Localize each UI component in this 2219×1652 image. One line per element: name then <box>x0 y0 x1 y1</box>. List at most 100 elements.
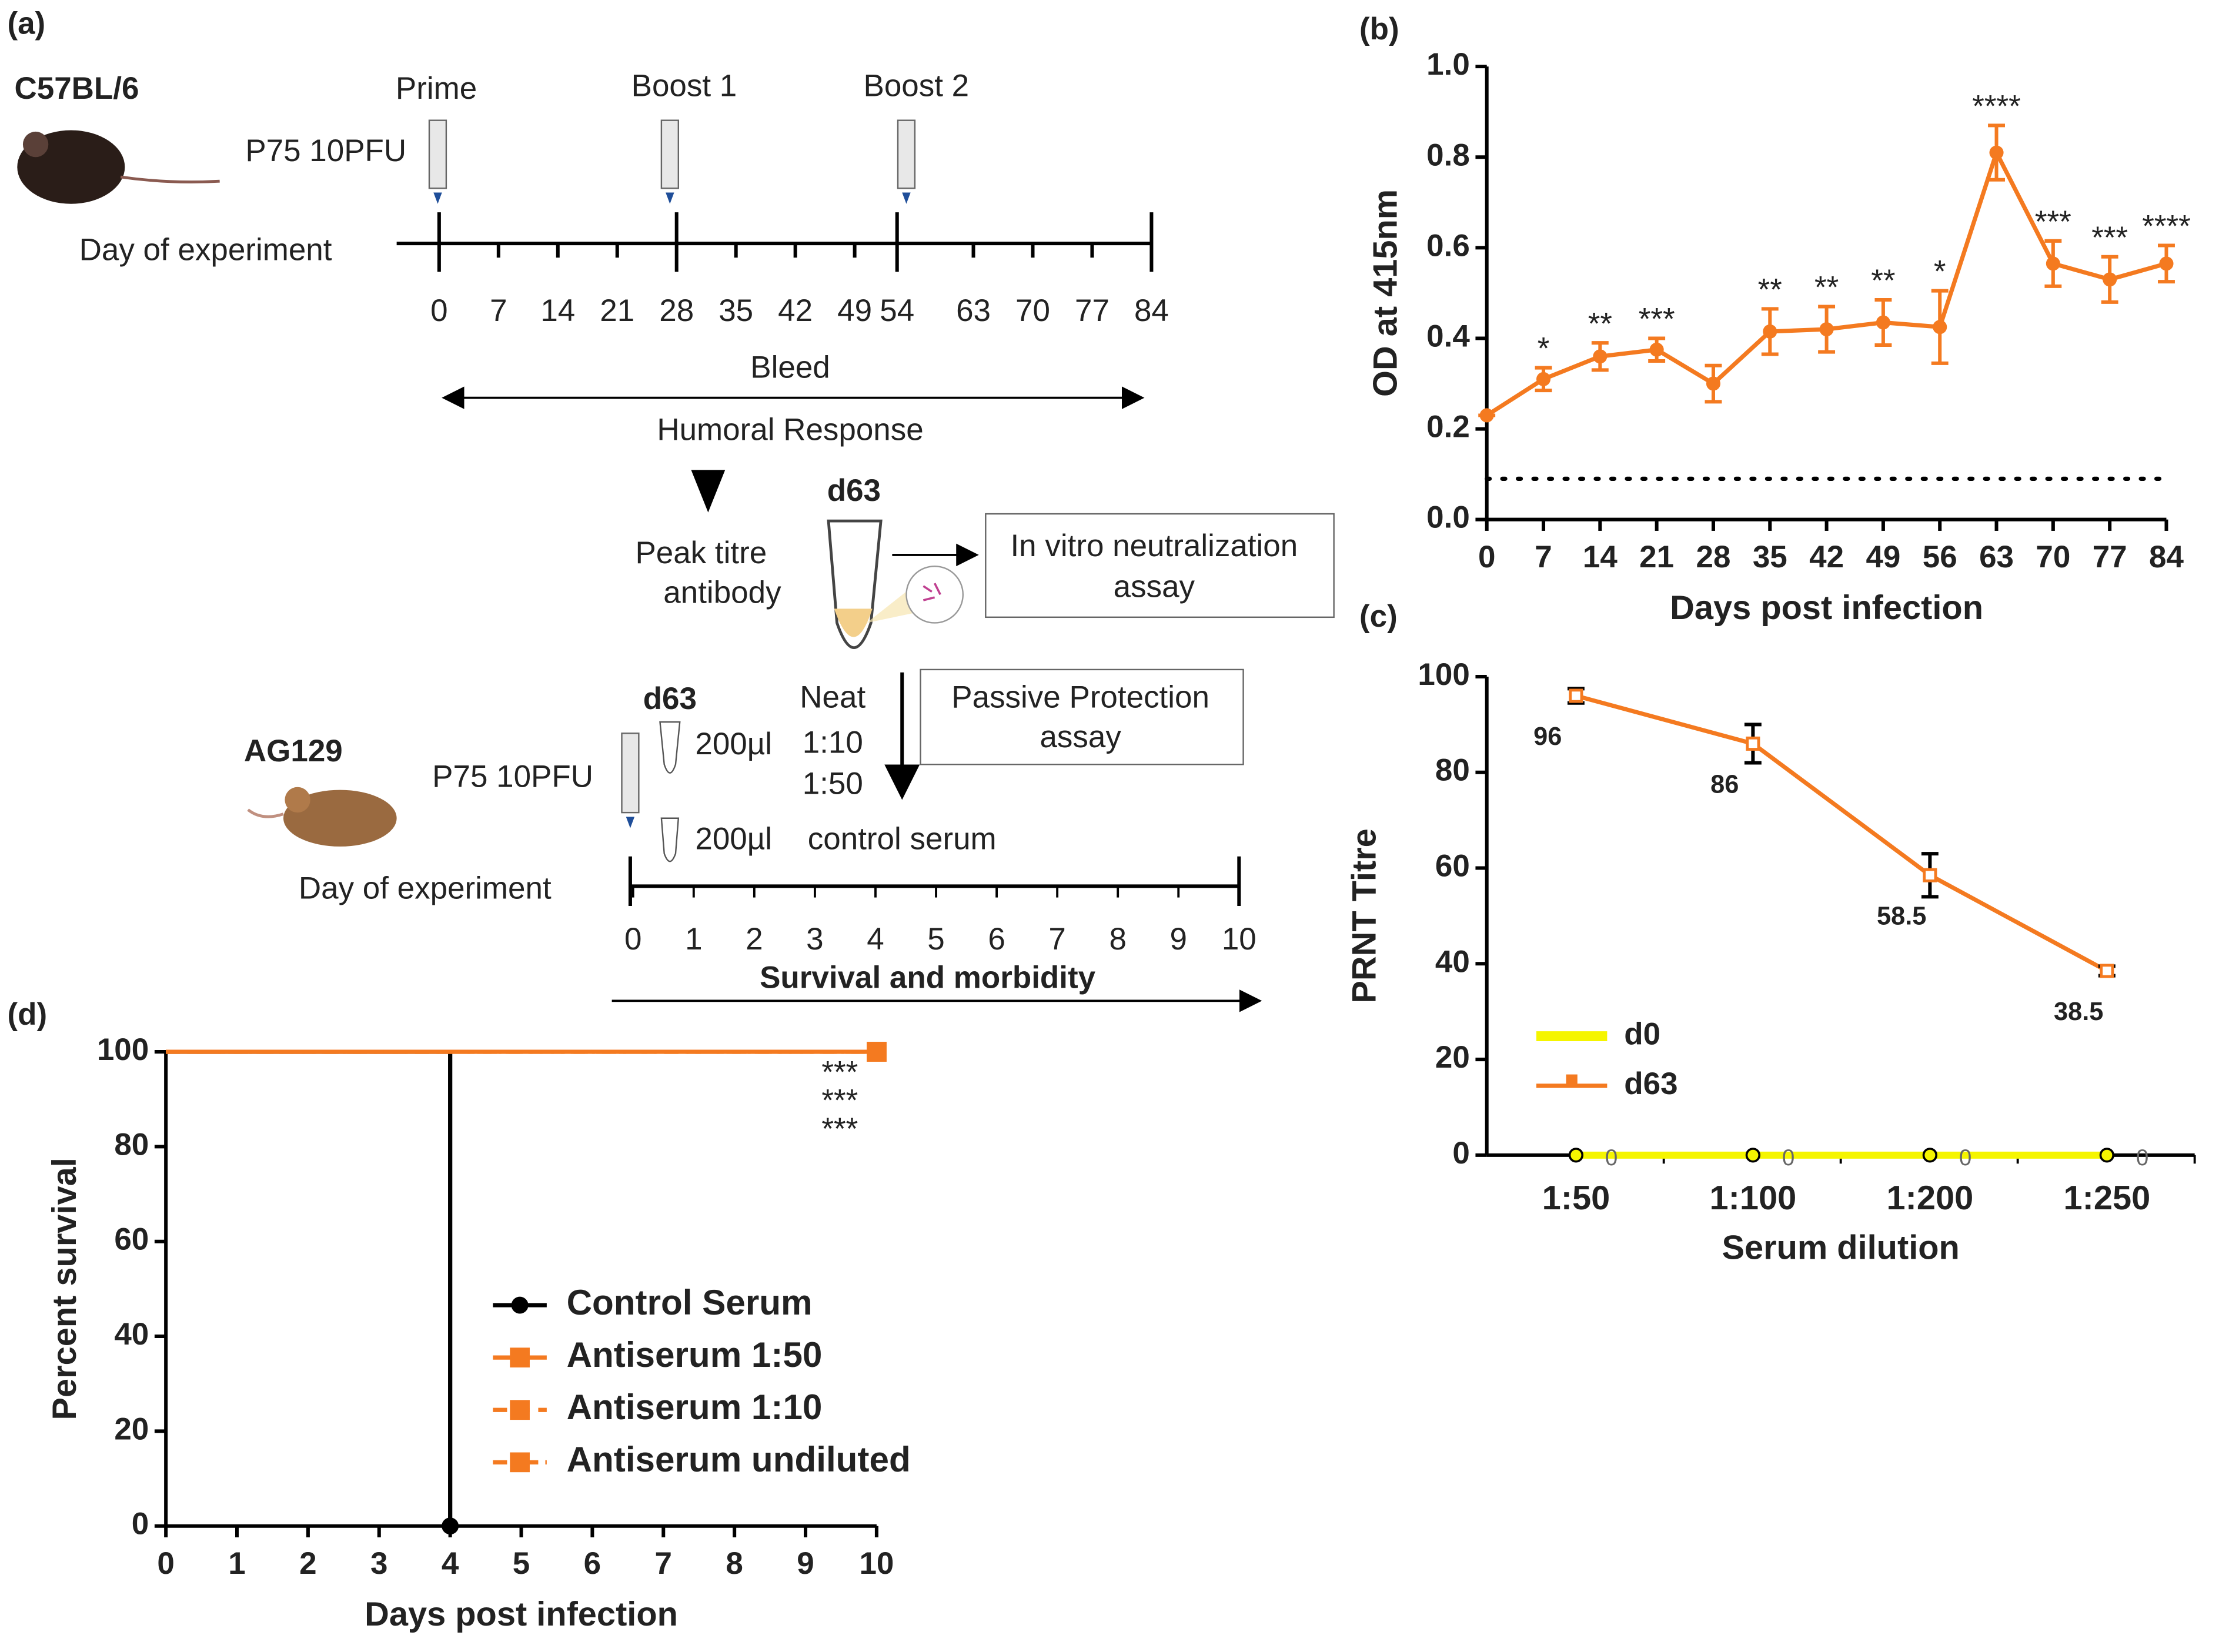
timeline-tick-label: 5 <box>927 922 944 957</box>
y-tick-label: 0.8 <box>1426 138 1470 172</box>
timeline-tick-label: 21 <box>600 293 634 328</box>
marker <box>1819 322 1834 337</box>
x-tick-label: 7 <box>655 1546 672 1581</box>
small-tubes <box>659 721 681 862</box>
timeline-tick-label: 70 <box>1015 293 1050 328</box>
x-tick-label: 1:100 <box>1710 1179 1797 1217</box>
significance: * <box>1934 255 1946 289</box>
marker <box>442 1517 459 1535</box>
timeline-tick-label: 42 <box>778 293 813 328</box>
peak: antibody <box>663 575 781 610</box>
timeline-tick-label: 0 <box>430 293 447 328</box>
data-label: 58.5 <box>1877 902 1926 930</box>
marker <box>1593 349 1608 364</box>
timeline-tick-label: 2 <box>746 922 763 957</box>
timeline-tick-label: 0 <box>624 922 641 957</box>
x-tick-label: 0 <box>1478 540 1495 574</box>
legend-marker <box>510 1452 530 1473</box>
marker <box>2099 1148 2114 1163</box>
x-tick-label: 6 <box>584 1546 601 1581</box>
mouse-icon <box>17 130 220 204</box>
legend-marker <box>510 1400 530 1420</box>
timeline-label: Day of experiment <box>79 233 332 267</box>
marker <box>2100 964 2114 978</box>
strain: AG129 <box>244 734 343 768</box>
humoral: Humoral Response <box>657 412 923 447</box>
legend-label: Antiserum 1:50 <box>567 1335 823 1375</box>
dilution: 1:50 <box>803 766 863 801</box>
timeline-tick-label: 10 <box>1222 922 1256 957</box>
significance: **** <box>2142 209 2190 244</box>
panel-label: (b) <box>1359 12 1399 46</box>
marker <box>2046 256 2060 271</box>
x-tick-label: 2 <box>299 1546 316 1581</box>
legend-marker <box>510 1347 530 1368</box>
passive: assay <box>1040 720 1121 754</box>
y-tick-label: 0.0 <box>1426 500 1470 535</box>
marker <box>1479 408 1494 423</box>
significance: * <box>1538 332 1550 366</box>
y-axis-label: Percent survival <box>46 1158 83 1420</box>
timeline-tick-label: 4 <box>867 922 884 957</box>
syringes <box>428 119 916 828</box>
data-label: 0 <box>1782 1145 1794 1171</box>
timeline-tick-label: 63 <box>956 293 991 328</box>
x-tick-label: 35 <box>1753 540 1787 574</box>
y-tick-label: 0.4 <box>1426 319 1470 353</box>
y-tick-label: 0 <box>1452 1136 1469 1171</box>
x-tick-label: 28 <box>1696 540 1731 574</box>
box <box>920 668 1244 765</box>
x-tick-label: 77 <box>2093 540 2127 574</box>
x-tick-label: 1:200 <box>1886 1179 1973 1217</box>
x-tick-label: 84 <box>2149 540 2184 574</box>
box <box>985 513 1335 618</box>
control: control serum <box>808 821 997 856</box>
dose: P75 10PFU <box>245 133 406 168</box>
series-line <box>1575 694 2108 973</box>
tube <box>827 519 964 649</box>
x-tick-label: 63 <box>1979 540 2014 574</box>
y-tick-label: 60 <box>1435 849 1470 884</box>
x-tick-label: 3 <box>370 1546 387 1581</box>
x-tick-label: 0 <box>157 1546 174 1581</box>
x-axis-label: Days post infection <box>1670 589 1983 627</box>
mouse-icon <box>247 787 397 847</box>
timeline-tick-label: 8 <box>1109 922 1126 957</box>
y-tick-label: 0.6 <box>1426 228 1470 263</box>
panel-label: (a) <box>7 6 45 41</box>
x-tick-label: 1:50 <box>1542 1179 1610 1217</box>
timeline-tick-label: 7 <box>490 293 507 328</box>
series-line <box>166 1049 453 1526</box>
y-tick-label: 0.2 <box>1426 410 1470 444</box>
legend-label: d0 <box>1624 1017 1660 1052</box>
significance: **** <box>1972 89 2020 123</box>
data-label: 96 <box>1533 723 1562 751</box>
timeline-tick-label: 1 <box>685 922 702 957</box>
marker <box>1989 145 2004 160</box>
legend-label: Antiserum undiluted <box>567 1440 911 1479</box>
y-tick-label: 20 <box>1435 1040 1470 1075</box>
x-tick-label: 56 <box>1923 540 1957 574</box>
marker <box>1933 320 1947 335</box>
legend-marker <box>511 1296 529 1314</box>
x-tick-label: 1 <box>228 1546 245 1581</box>
marker <box>1763 324 1777 339</box>
strain: C57BL/6 <box>15 71 139 106</box>
x-tick-label: 14 <box>1583 540 1618 574</box>
dose-label: Boost 2 <box>864 68 970 103</box>
timeline-tick-label: 7 <box>1048 922 1065 957</box>
y-tick-label: 100 <box>1418 657 1469 692</box>
x-tick-label: 21 <box>1639 540 1674 574</box>
volume: 200µl <box>695 821 772 856</box>
timeline-tick-label: 54 <box>880 293 914 328</box>
dilution: 1:10 <box>803 725 863 760</box>
timeline-tick-label: 35 <box>718 293 753 328</box>
legend-label: d63 <box>1624 1066 1677 1101</box>
marker <box>867 1042 887 1062</box>
panel-label: (d) <box>7 997 47 1032</box>
y-tick-label: 40 <box>1435 944 1470 979</box>
y-tick-label: 60 <box>114 1222 149 1257</box>
significance: ** <box>1871 263 1895 298</box>
significance: *** <box>821 1084 858 1118</box>
